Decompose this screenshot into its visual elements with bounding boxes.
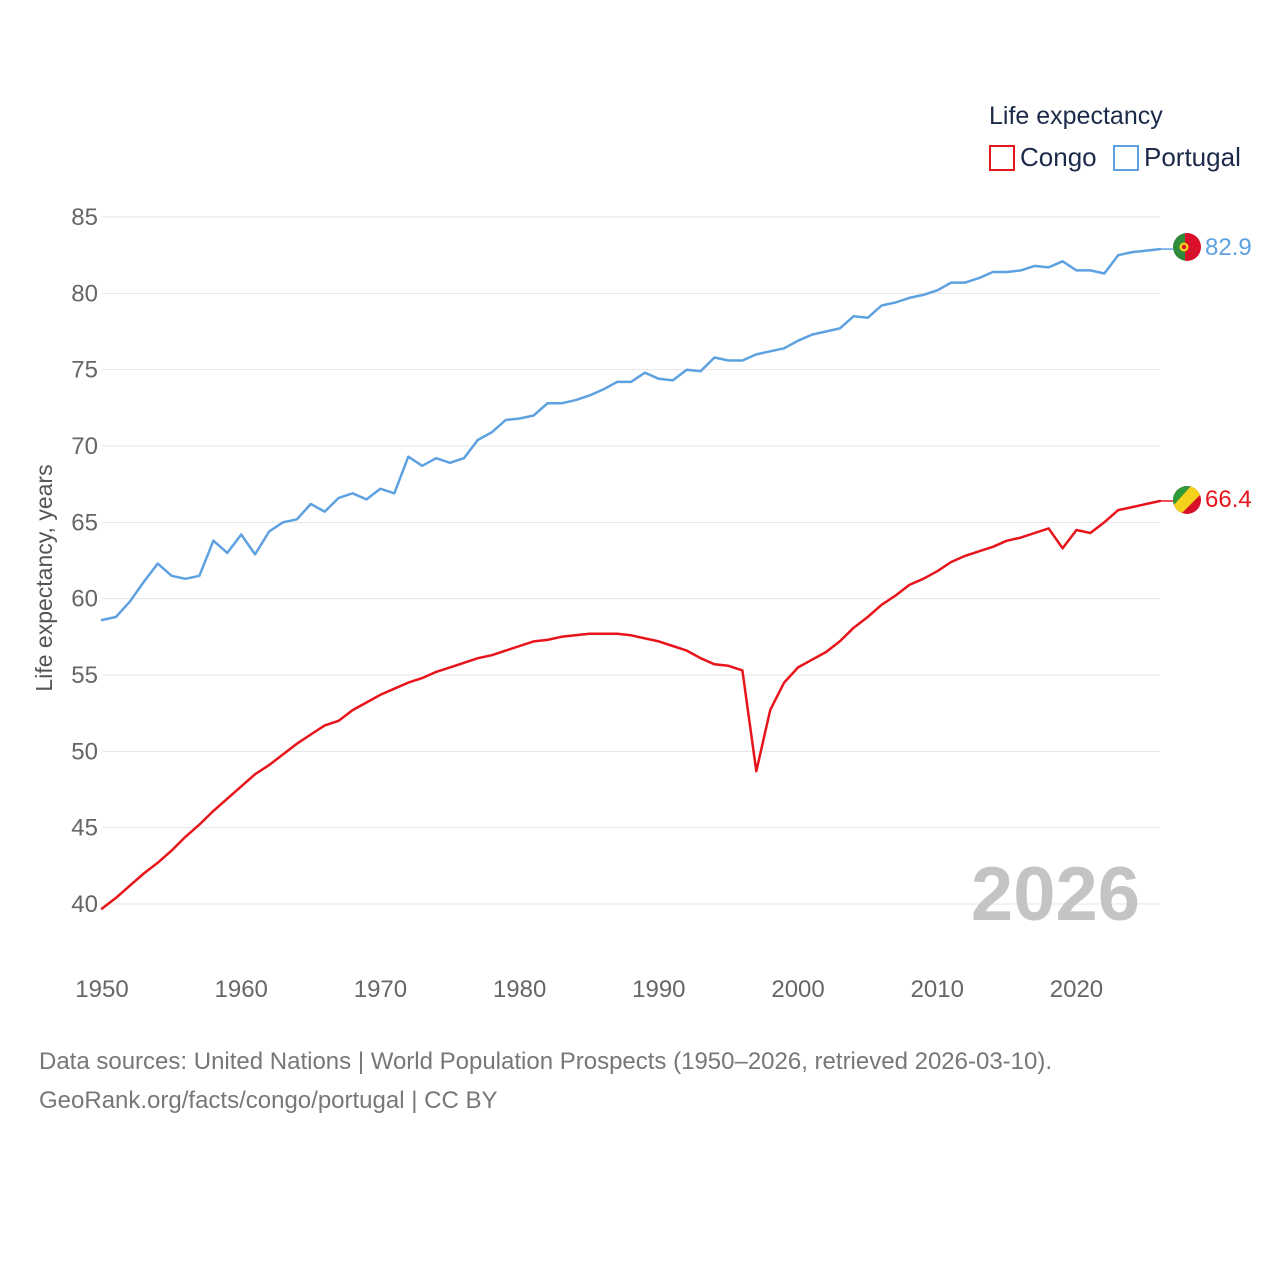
y-tick-label: 75 [71, 357, 98, 384]
y-axis-label: Life expectancy, years [31, 464, 57, 691]
legend-swatch-portugal [1113, 145, 1139, 171]
x-tick-label: 2010 [911, 976, 964, 1003]
y-tick-label: 65 [71, 509, 98, 536]
gridlines [102, 216, 1160, 905]
x-tick-label: 2000 [771, 976, 824, 1003]
x-tick-label: 1960 [215, 976, 268, 1003]
series-lines [100, 247, 1173, 910]
y-tick-label: 50 [71, 738, 98, 765]
y-tick-label: 60 [71, 586, 98, 613]
series-line-portugal [100, 247, 1162, 622]
legend-swatch-congo [989, 145, 1015, 171]
legend-label-congo: Congo [1020, 142, 1097, 172]
y-tick-label: 45 [71, 815, 98, 842]
y-tick-label: 55 [71, 662, 98, 689]
y-tick-label: 70 [71, 433, 98, 460]
legend-title: Life expectancy [989, 102, 1163, 130]
year-stamp: 2026 [971, 852, 1140, 937]
legend: Life expectancy Congo Portugal [989, 102, 1241, 172]
source-line-1: Data sources: United Nations | World Pop… [39, 1048, 1052, 1075]
y-tick-label: 85 [71, 204, 98, 231]
x-tick-label: 2020 [1050, 976, 1103, 1003]
x-tick-label: 1970 [354, 976, 407, 1003]
x-axis-ticks: 1950 1960 1970 1980 1990 2000 2010 2020 [75, 976, 1103, 1003]
congo-flag-icon [1173, 486, 1201, 514]
y-axis-ticks: 40 45 50 55 60 65 70 75 80 85 [71, 204, 98, 918]
portugal-end-value: 82.9 [1205, 234, 1252, 261]
portugal-flag-icon [1173, 233, 1201, 261]
x-tick-label: 1990 [632, 976, 685, 1003]
x-tick-label: 1980 [493, 976, 546, 1003]
legend-label-portugal: Portugal [1144, 142, 1241, 172]
congo-end-value: 66.4 [1205, 486, 1252, 513]
y-tick-label: 80 [71, 280, 98, 307]
series-line-congo [100, 499, 1162, 910]
y-tick-label: 40 [71, 891, 98, 918]
x-tick-label: 1950 [75, 976, 128, 1003]
source-line-2: GeoRank.org/facts/congo/portugal | CC BY [39, 1087, 497, 1114]
